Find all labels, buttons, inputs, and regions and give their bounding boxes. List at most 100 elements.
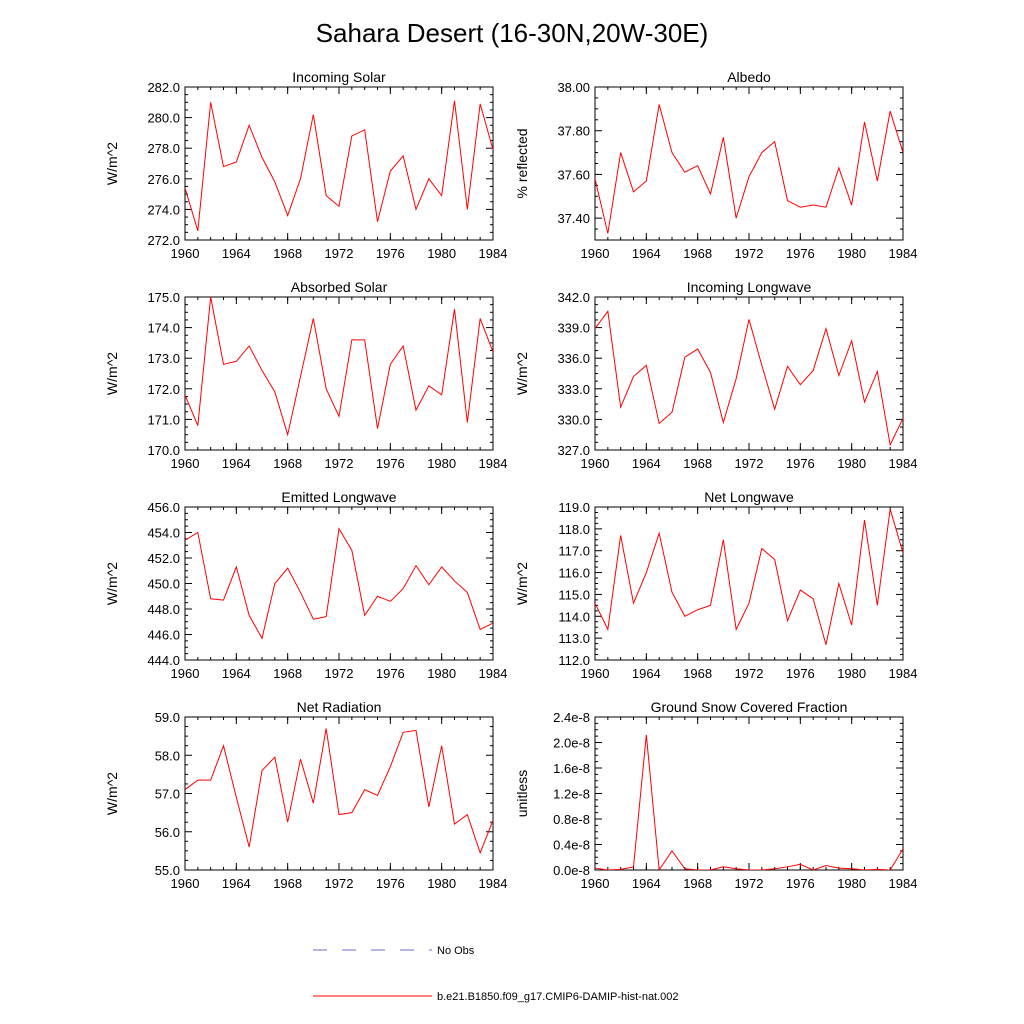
data-point [184, 187, 186, 189]
y-axis-label: unitless [514, 770, 530, 817]
x-tick-label: 1960 [171, 666, 200, 681]
data-point [684, 171, 686, 173]
data-point [850, 204, 852, 206]
data-point [261, 637, 263, 639]
data-point [274, 181, 276, 183]
legend: No Obs b.e21.B1850.f09_g17.CMIP6-DAMIP-hi… [313, 945, 679, 1003]
data-point [902, 151, 904, 153]
data-point [748, 602, 750, 604]
y-tick-label: 115.0 [558, 587, 590, 602]
x-tick-label: 1984 [889, 456, 918, 471]
data-point [248, 614, 250, 616]
data-point [825, 864, 827, 866]
data-point [197, 230, 199, 232]
data-point [850, 868, 852, 870]
y-tick-label: 0.4e-8 [553, 838, 590, 853]
data-point [722, 866, 724, 868]
data-point [492, 622, 494, 624]
y-tick-label: 2.0e-8 [553, 736, 590, 751]
series-line-emitted-longwave [185, 527, 493, 640]
y-tick-label: 444.0 [147, 653, 180, 668]
data-point [799, 206, 801, 208]
x-tick-label: 1980 [837, 246, 866, 261]
x-tick-label: 1976 [376, 456, 405, 471]
x-tick-label: 1968 [683, 666, 712, 681]
data-point [492, 351, 494, 353]
data-point [696, 869, 698, 871]
x-tick-label: 1968 [683, 456, 712, 471]
x-tick-label: 1972 [325, 246, 354, 261]
x-tick-label: 1980 [427, 246, 456, 261]
data-point [812, 204, 814, 206]
data-point [761, 547, 763, 549]
y-tick-label: 278.0 [147, 141, 180, 156]
x-tick-label: 1964 [632, 456, 661, 471]
y-tick-label: 114.0 [558, 609, 590, 624]
y-tick-label: 327.0 [557, 443, 590, 458]
x-tick-label: 1972 [325, 456, 354, 471]
y-tick-label: 55.0 [155, 863, 180, 878]
data-point [351, 549, 353, 551]
x-tick-label: 1960 [171, 876, 200, 891]
y-tick-label: 59.0 [155, 710, 180, 725]
x-tick-label: 1968 [273, 246, 302, 261]
panel-title: Net Longwave [704, 489, 794, 505]
x-tick-label: 1976 [376, 876, 405, 891]
data-point [261, 369, 263, 371]
data-point [222, 599, 224, 601]
panel-absorbed-solar: Absorbed Solar W/m^2 1960 1964 1968 1972 1976 1… [104, 279, 507, 471]
data-point [902, 417, 904, 419]
data-point [415, 409, 417, 411]
panel-net-longwave: Net Longwave W/m^2 1960 1964 1968 1972 1976 198… [514, 489, 917, 681]
data-point [825, 327, 827, 329]
data-point [363, 129, 365, 131]
x-tick-label: 1984 [889, 876, 918, 891]
x-tick-label: 1960 [171, 246, 200, 261]
data-point [889, 508, 891, 510]
data-point [799, 589, 801, 591]
data-point [222, 363, 224, 365]
y-tick-label: 112.0 [558, 653, 590, 668]
y-tick-label: 1.6e-8 [553, 761, 590, 776]
data-point [838, 582, 840, 584]
data-point [415, 208, 417, 210]
x-tick-label: 1960 [581, 666, 610, 681]
data-point [773, 140, 775, 142]
data-point [889, 869, 891, 871]
x-tick-label: 1960 [581, 876, 610, 891]
data-point [709, 193, 711, 195]
data-point [735, 868, 737, 870]
panel-title: Net Radiation [297, 699, 382, 715]
data-point [222, 744, 224, 746]
data-point [786, 365, 788, 367]
y-tick-label: 336.0 [557, 351, 590, 366]
x-tick-label: 1980 [427, 456, 456, 471]
data-point [466, 591, 468, 593]
data-point [735, 628, 737, 630]
data-point [619, 534, 621, 536]
figure-title: Sahara Desert (16-30N,20W-30E) [316, 18, 709, 48]
x-tick-label: 1980 [837, 876, 866, 891]
x-tick-label: 1972 [735, 456, 764, 471]
panel-title: Ground Snow Covered Fraction [651, 699, 848, 715]
data-point [402, 345, 404, 347]
data-point [235, 796, 237, 798]
data-point [902, 848, 904, 850]
data-point [274, 391, 276, 393]
x-tick-label: 1964 [632, 876, 661, 891]
x-tick-label: 1968 [273, 456, 302, 471]
data-point [197, 531, 199, 533]
panel-incoming-longwave: Incoming Longwave W/m^2 1960 1964 1968 1972 19… [514, 279, 917, 471]
data-point [658, 869, 660, 871]
data-point [312, 618, 314, 620]
data-point [184, 539, 186, 541]
data-point [863, 519, 865, 521]
data-point [274, 756, 276, 758]
plot-frame [594, 86, 904, 241]
x-tick-label: 1976 [376, 666, 405, 681]
y-axis-label: W/m^2 [514, 562, 530, 605]
data-point [632, 602, 634, 604]
data-point [338, 527, 340, 529]
data-point [696, 348, 698, 350]
data-point [325, 615, 327, 617]
